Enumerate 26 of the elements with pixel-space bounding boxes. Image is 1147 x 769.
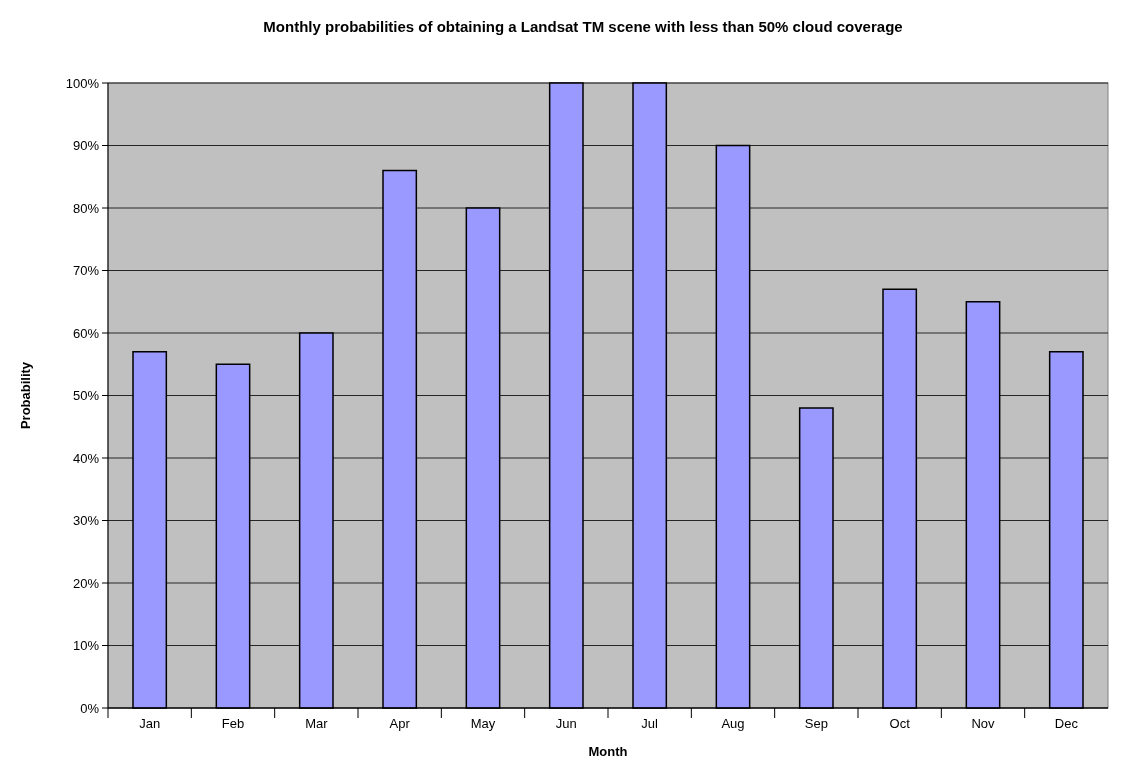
- y-tick-label: 20%: [72, 575, 100, 591]
- y-tick-label: 60%: [72, 325, 100, 341]
- x-tick-label: Mar: [305, 716, 329, 731]
- x-tick-label: Oct: [889, 716, 911, 731]
- chart-title: Monthly probabilities of obtaining a Landsat TM scene with less than 50% cloud coverage: [263, 18, 903, 35]
- x-tick-label: May: [470, 716, 496, 731]
- x-tick-label: Aug: [721, 716, 745, 731]
- x-axis-title: Month: [588, 744, 628, 759]
- x-tick-label: Apr: [389, 716, 411, 731]
- x-tick-label: Jun: [555, 716, 577, 731]
- y-tick-label: 30%: [72, 513, 100, 529]
- x-tick-label: Jul: [641, 716, 659, 731]
- y-tick-label: 40%: [72, 450, 100, 466]
- x-tick-label: Feb: [221, 716, 245, 731]
- x-tick-label: Nov: [971, 716, 996, 731]
- y-axis-title: Probability: [18, 361, 33, 430]
- y-tick-label: 90%: [72, 138, 100, 154]
- x-tick-label: Sep: [804, 716, 828, 731]
- y-tick-label: 0%: [80, 700, 100, 716]
- x-tick-label: Dec: [1054, 716, 1079, 731]
- y-tick-label: 50%: [72, 388, 100, 404]
- y-tick-label: 80%: [72, 200, 100, 216]
- y-tick-label: 10%: [72, 638, 100, 654]
- y-tick-label: 100%: [65, 75, 100, 91]
- y-tick-label: 70%: [72, 263, 100, 279]
- x-tick-label: Jan: [139, 716, 161, 731]
